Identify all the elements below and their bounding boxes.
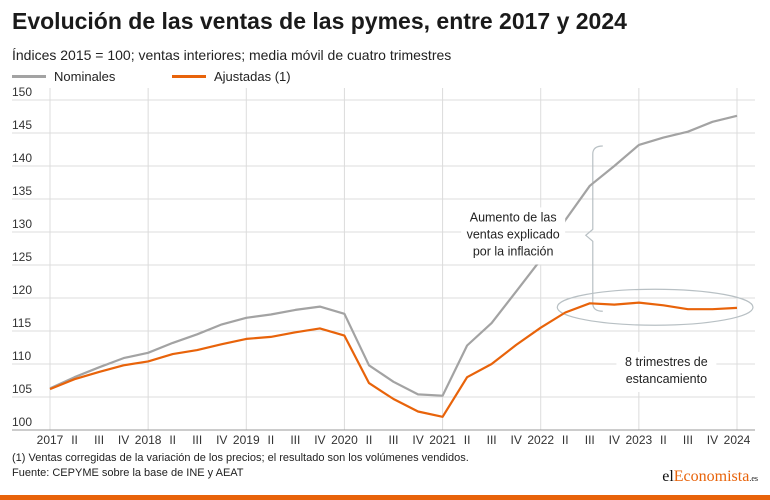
x-tick-label: II <box>660 433 667 447</box>
series-line-nominales <box>49 114 738 397</box>
brand-logo: elEconomista.es <box>662 468 758 486</box>
x-tick-label: 2022 <box>527 433 554 447</box>
y-tick-label: 150 <box>12 85 32 99</box>
x-tick-label: 2017 <box>37 433 64 447</box>
legend-item-ajustadas: Ajustadas (1) <box>172 69 291 84</box>
stagnation-annotation-line: 8 trimestres de <box>625 355 708 369</box>
y-tick-label: 105 <box>12 382 32 396</box>
x-tick-label: 2024 <box>724 433 751 447</box>
brand-logo-suffix: .es <box>749 474 758 483</box>
stagnation-annotation-line: estancamiento <box>626 372 707 386</box>
legend-item-nominales: Nominales <box>12 69 115 84</box>
x-tick-label: IV <box>412 433 423 447</box>
y-tick-label: 135 <box>12 184 32 198</box>
x-tick-label: 2020 <box>331 433 358 447</box>
x-tick-label: IV <box>609 433 620 447</box>
brand-logo-accent: Economista <box>673 468 750 485</box>
y-tick-label: 115 <box>12 316 31 330</box>
stagnation-annotation-background <box>616 351 717 392</box>
chart-subtitle: Índices 2015 = 100; ventas interiores; m… <box>12 47 452 63</box>
y-tick-label: 130 <box>12 217 32 231</box>
x-tick-label: III <box>683 433 693 447</box>
chart-legend: Nominales Ajustadas (1) <box>12 69 752 85</box>
x-tick-label: II <box>169 433 176 447</box>
x-tick-label: II <box>71 433 78 447</box>
inflation-annotation-line: por la inflación <box>473 244 554 258</box>
x-tick-label: III <box>388 433 398 447</box>
x-tick-label: 2023 <box>626 433 653 447</box>
x-tick-label: III <box>94 433 104 447</box>
y-tick-label: 110 <box>12 349 31 363</box>
x-tick-label: IV <box>707 433 718 447</box>
x-tick-label: 2021 <box>429 433 456 447</box>
inflation-annotation-background <box>461 207 566 265</box>
x-tick-label: 2018 <box>135 433 162 447</box>
y-tick-label: 120 <box>12 283 32 297</box>
x-tick-label: IV <box>118 433 129 447</box>
inflation-gap-bracket <box>584 145 603 312</box>
x-tick-label: II <box>464 433 471 447</box>
x-tick-label: III <box>290 433 300 447</box>
chart-title: Evolución de las ventas de las pymes, en… <box>12 8 627 34</box>
inflation-annotation-line: ventas explicado <box>467 227 560 241</box>
x-tick-label: II <box>366 433 373 447</box>
inflation-annotation-line: Aumento de las <box>470 210 557 224</box>
footnote-definition: (1) Ventas corregidas de la variación de… <box>12 452 469 464</box>
y-tick-label: 145 <box>12 118 32 132</box>
x-tick-label: II <box>267 433 274 447</box>
bottom-accent-bar <box>0 495 770 500</box>
legend-swatch-nominales <box>12 75 46 78</box>
x-tick-label: 2019 <box>233 433 260 447</box>
x-tick-label: IV <box>216 433 227 447</box>
legend-swatch-ajustadas <box>172 75 206 78</box>
x-tick-label: III <box>487 433 497 447</box>
x-tick-label: III <box>585 433 595 447</box>
x-tick-label: IV <box>314 433 325 447</box>
series-line-ajustadas <box>49 301 738 418</box>
x-tick-label: III <box>192 433 202 447</box>
legend-label-ajustadas: Ajustadas (1) <box>214 69 291 84</box>
y-tick-label: 125 <box>12 250 32 264</box>
brand-logo-prefix: el <box>662 468 674 485</box>
y-tick-label: 100 <box>12 415 32 429</box>
x-tick-label: IV <box>511 433 522 447</box>
y-tick-label: 140 <box>12 151 32 165</box>
x-tick-label: II <box>562 433 569 447</box>
legend-label-nominales: Nominales <box>54 69 116 84</box>
footnote-source: Fuente: CEPYME sobre la base de INE y AE… <box>12 467 244 479</box>
stagnation-ellipse <box>556 288 754 326</box>
